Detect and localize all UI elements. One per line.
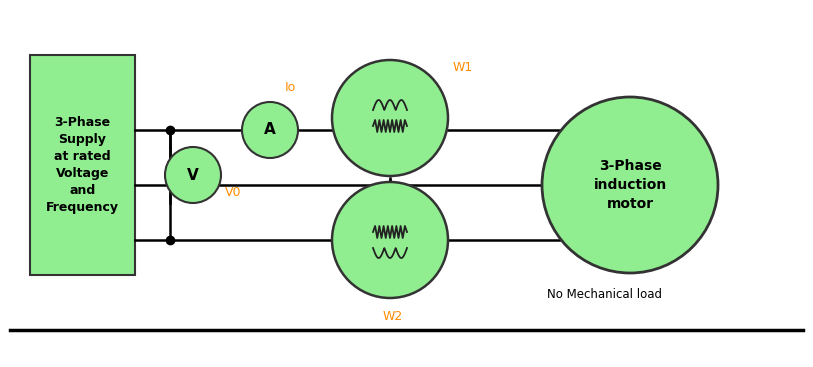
Circle shape bbox=[242, 102, 298, 158]
Text: W2: W2 bbox=[383, 310, 403, 323]
Circle shape bbox=[332, 182, 448, 298]
Text: No Mechanical load: No Mechanical load bbox=[547, 288, 662, 301]
Text: A: A bbox=[264, 123, 276, 138]
FancyBboxPatch shape bbox=[30, 55, 135, 275]
Circle shape bbox=[165, 147, 221, 203]
Text: V0: V0 bbox=[225, 186, 241, 200]
Text: V: V bbox=[187, 167, 199, 182]
Text: W1: W1 bbox=[453, 61, 473, 74]
Text: 3-Phase
induction
motor: 3-Phase induction motor bbox=[593, 159, 667, 211]
Text: 3-Phase
Supply
at rated
Voltage
and
Frequency: 3-Phase Supply at rated Voltage and Freq… bbox=[46, 116, 119, 214]
Circle shape bbox=[542, 97, 718, 273]
Circle shape bbox=[332, 60, 448, 176]
Text: Io: Io bbox=[285, 81, 296, 94]
